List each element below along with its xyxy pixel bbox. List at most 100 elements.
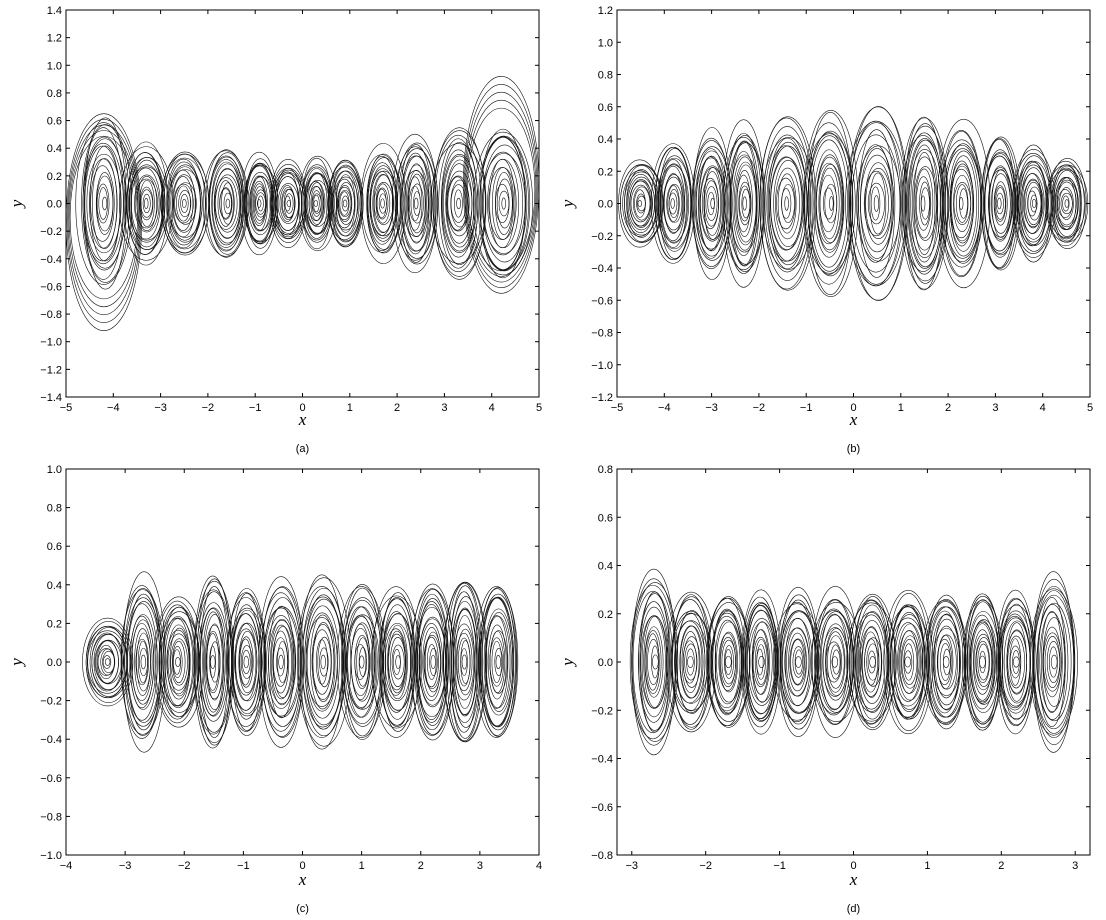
orbit-loop bbox=[629, 180, 653, 227]
orbit-loop bbox=[725, 133, 762, 274]
y-axis-label: y bbox=[7, 199, 26, 209]
orbit-loop bbox=[761, 137, 815, 270]
x-tick-label: −1 bbox=[773, 860, 786, 872]
orbit-loop bbox=[202, 150, 249, 257]
orbit-loop bbox=[449, 585, 482, 739]
orbit-loop bbox=[746, 609, 776, 715]
orbit-loop bbox=[822, 623, 849, 701]
orbit-loop bbox=[442, 581, 488, 743]
orbit-loop bbox=[903, 643, 914, 681]
orbit-loop bbox=[238, 630, 257, 694]
y-tick-label: 0.0 bbox=[47, 199, 62, 211]
orbit-loop bbox=[319, 647, 329, 677]
orbit-loop bbox=[741, 589, 781, 735]
orbit-loop bbox=[343, 587, 382, 737]
orbit-loop bbox=[175, 657, 181, 667]
orbit-loop bbox=[904, 656, 911, 668]
orbit-loop bbox=[904, 123, 946, 284]
orbit-loop bbox=[1003, 620, 1031, 704]
orbit-loop bbox=[707, 191, 715, 216]
orbit-loop bbox=[660, 163, 688, 244]
attractor-trajectory bbox=[629, 568, 1078, 756]
orbit-loop bbox=[231, 604, 261, 720]
orbit-loop bbox=[1046, 641, 1061, 683]
y-axis-label: y bbox=[558, 199, 577, 209]
orbit-loop bbox=[139, 180, 155, 227]
orbit-loop bbox=[401, 152, 430, 255]
orbit-loop bbox=[96, 183, 110, 224]
x-tick-label: 4 bbox=[1040, 402, 1046, 414]
orbit-loop bbox=[915, 168, 934, 239]
orbit-loop bbox=[356, 637, 370, 687]
orbit-loop bbox=[651, 645, 659, 679]
orbit-loop bbox=[1013, 656, 1020, 668]
x-tick-label: 3 bbox=[441, 402, 447, 414]
orbit-loop bbox=[407, 169, 427, 238]
orbit-loop bbox=[736, 169, 753, 238]
orbit-loop bbox=[997, 597, 1034, 727]
orbit-loop bbox=[782, 618, 813, 706]
x-tick-label: 2 bbox=[998, 860, 1004, 872]
orbit-loop bbox=[731, 141, 758, 266]
orbit-loop bbox=[751, 621, 773, 703]
x-tick-label: −4 bbox=[60, 860, 73, 872]
orbit-loop bbox=[639, 591, 670, 733]
orbit-loop bbox=[491, 640, 502, 684]
orbit-loop bbox=[784, 196, 789, 211]
y-tick-label: 0.8 bbox=[47, 88, 62, 100]
orbit-loop bbox=[160, 617, 195, 707]
orbit-loop bbox=[284, 193, 294, 214]
orbit-loop bbox=[485, 612, 512, 712]
orbit-loop bbox=[887, 592, 930, 732]
orbit-loop bbox=[1039, 611, 1065, 713]
orbit-loop bbox=[851, 134, 901, 273]
orbit-loop bbox=[327, 160, 364, 247]
orbit-loop bbox=[672, 594, 710, 730]
orbit-loop bbox=[682, 636, 701, 688]
orbit-loop bbox=[915, 176, 932, 231]
orbit-loop bbox=[97, 644, 115, 680]
orbit-loop bbox=[901, 639, 918, 685]
orbit-loop bbox=[644, 626, 664, 698]
panel-caption: (d) bbox=[847, 903, 860, 915]
orbit-loop bbox=[498, 190, 510, 217]
orbit-loop bbox=[129, 614, 157, 710]
orbit-loop bbox=[424, 636, 439, 688]
orbit-loop bbox=[955, 184, 969, 223]
orbit-loop bbox=[792, 646, 805, 678]
orbit-loop bbox=[995, 192, 1004, 215]
chart-panel-b: −5 −4 −3 −2 −1 0 1 2 3 4 5 −1.2 −1.0 −0.8 −0.6 −0.4 −0.2… bbox=[553, 0, 1106, 460]
orbit-loop bbox=[92, 158, 118, 249]
x-tick-label: 0 bbox=[299, 402, 305, 414]
orbit-loop bbox=[803, 133, 856, 274]
orbit-loop bbox=[240, 645, 253, 679]
orbit-loop bbox=[317, 636, 332, 688]
orbit-loop bbox=[372, 586, 421, 738]
x-tick-label: 1 bbox=[924, 860, 930, 872]
orbit-loop bbox=[172, 640, 186, 684]
orbit-loop bbox=[1030, 194, 1038, 213]
orbit-loop bbox=[199, 607, 228, 717]
orbit-loop bbox=[997, 197, 1002, 210]
orbit-loop bbox=[249, 175, 268, 232]
orbit-loop bbox=[759, 116, 817, 291]
orbit-loop bbox=[707, 597, 746, 727]
orbit-loop bbox=[202, 611, 225, 713]
orbit-loop bbox=[864, 162, 892, 245]
orbit-loop bbox=[768, 141, 808, 266]
orbit-loop bbox=[279, 185, 296, 222]
orbit-loop bbox=[350, 628, 371, 696]
chart-svg: −4 −3 −2 −1 0 1 2 3 4 −1.0 −0.8 −0.6 −0.4 −0.2 0.0 0.2 0… bbox=[7, 464, 542, 915]
orbit-loop bbox=[724, 649, 733, 675]
orbit-loop bbox=[866, 643, 880, 681]
orbit-loop bbox=[153, 596, 204, 728]
x-tick-label: 4 bbox=[536, 860, 542, 872]
y-tick-label: −1.0 bbox=[591, 360, 613, 372]
orbit-loop bbox=[227, 588, 267, 736]
x-axis-label: x bbox=[298, 410, 307, 429]
y-tick-label: 1.0 bbox=[47, 464, 62, 476]
orbit-loop bbox=[739, 185, 751, 222]
orbit-loop bbox=[811, 586, 859, 738]
x-axis-label: x bbox=[849, 410, 858, 429]
orbit-loop bbox=[473, 131, 533, 276]
